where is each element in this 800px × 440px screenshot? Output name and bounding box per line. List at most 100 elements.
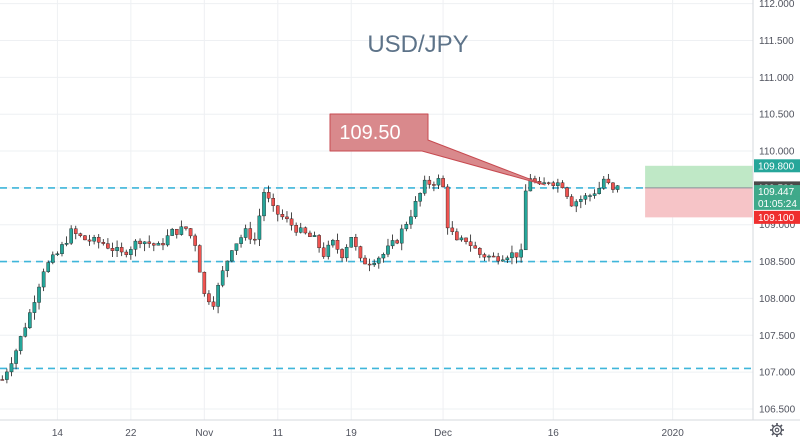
candle-body bbox=[404, 224, 409, 230]
candle-body bbox=[464, 237, 468, 242]
candle-body bbox=[220, 270, 225, 286]
candle-body bbox=[101, 242, 106, 244]
candle-body bbox=[124, 251, 129, 255]
candle-body bbox=[60, 244, 64, 254]
candle-body bbox=[138, 240, 142, 245]
candle-body bbox=[482, 254, 487, 258]
candle-body bbox=[354, 237, 358, 247]
time-axis[interactable]: 14 22 Nov 11 19 Dec 16 2020 bbox=[52, 428, 684, 439]
candle-body bbox=[96, 237, 101, 243]
candle-body bbox=[37, 286, 41, 303]
candle-body bbox=[147, 241, 152, 244]
candle-body bbox=[225, 260, 230, 271]
candle-body bbox=[184, 226, 188, 229]
candle-body bbox=[611, 182, 615, 190]
candle-body bbox=[556, 182, 560, 186]
candle-body bbox=[459, 237, 464, 241]
candle-body bbox=[574, 201, 579, 207]
candle-body bbox=[496, 256, 500, 262]
price-tick-label: 108.000 bbox=[759, 294, 796, 305]
candle-body bbox=[5, 371, 9, 380]
candle-body bbox=[505, 257, 510, 261]
candle-body bbox=[601, 178, 606, 189]
price-badge-label: 109.447 bbox=[758, 187, 795, 198]
candle-body bbox=[399, 228, 404, 244]
candle-body bbox=[280, 214, 285, 218]
price-badge-label: 109.800 bbox=[758, 161, 795, 172]
candle-body bbox=[468, 241, 473, 246]
settings-gear-icon[interactable] bbox=[770, 423, 784, 437]
candle-body bbox=[133, 240, 138, 250]
price-tick-label: 112.000 bbox=[759, 0, 795, 10]
candle-body bbox=[335, 240, 340, 250]
candle-body bbox=[165, 235, 170, 246]
candle-body bbox=[519, 249, 523, 258]
price-axis[interactable]: 112.000111.500111.000110.500110.000109.5… bbox=[759, 0, 796, 415]
candle-body bbox=[308, 232, 312, 237]
horizontal-levels bbox=[0, 187, 753, 370]
candle-body bbox=[207, 293, 211, 303]
candle-body bbox=[349, 237, 354, 248]
candle-body bbox=[230, 250, 234, 262]
candle-body bbox=[83, 235, 87, 241]
price-tick-label: 111.500 bbox=[759, 36, 794, 47]
candle-body bbox=[271, 198, 275, 206]
candle-body bbox=[46, 262, 51, 272]
price-tick-label: 110.000 bbox=[759, 147, 795, 158]
candle-body bbox=[390, 240, 395, 247]
candle-body bbox=[528, 178, 533, 192]
candle-body bbox=[546, 182, 551, 184]
candle-body bbox=[427, 179, 432, 185]
candle-body bbox=[179, 226, 184, 235]
candle-body bbox=[50, 254, 55, 263]
candle-body bbox=[560, 182, 565, 189]
candle-body bbox=[64, 242, 69, 245]
candle-body bbox=[188, 228, 193, 237]
candle-body bbox=[579, 199, 583, 202]
candle-body bbox=[413, 201, 418, 217]
price-tick-label: 110.500 bbox=[759, 110, 795, 121]
candle-body bbox=[106, 243, 110, 249]
candle-body bbox=[55, 253, 60, 256]
candle-body bbox=[156, 243, 161, 246]
candle-body bbox=[340, 249, 344, 259]
candle-body bbox=[211, 301, 216, 307]
candle-body bbox=[119, 247, 124, 253]
candle-body bbox=[317, 235, 321, 249]
candle-body bbox=[234, 243, 239, 251]
time-tick-label: Dec bbox=[434, 428, 452, 439]
candle-body bbox=[409, 216, 413, 225]
candle-body bbox=[32, 302, 37, 313]
time-tick-label: 22 bbox=[125, 428, 137, 439]
loss-zone[interactable] bbox=[645, 187, 753, 218]
candle-body bbox=[455, 231, 459, 241]
candle-body bbox=[326, 244, 331, 257]
candle-body bbox=[588, 195, 592, 197]
candle-body bbox=[450, 227, 455, 232]
price-badge-label: 01:05:24 bbox=[758, 199, 797, 210]
profit-zone[interactable] bbox=[645, 165, 753, 188]
candle-body bbox=[491, 255, 496, 258]
time-tick-label: 14 bbox=[52, 428, 64, 439]
candle-body bbox=[285, 216, 289, 220]
price-badge bbox=[754, 210, 800, 224]
candle-body bbox=[510, 252, 514, 259]
candle-body bbox=[583, 195, 588, 200]
time-tick-label: 2020 bbox=[662, 428, 685, 439]
candle-body bbox=[23, 327, 28, 337]
candle-body bbox=[69, 228, 73, 244]
position-tool[interactable] bbox=[645, 165, 753, 218]
candle-body bbox=[28, 312, 32, 328]
candle-body bbox=[289, 218, 294, 226]
candle-body bbox=[152, 243, 156, 246]
candle-body bbox=[294, 225, 298, 233]
chart-grid bbox=[0, 0, 753, 420]
candle-body bbox=[478, 248, 482, 255]
price-badge bbox=[754, 159, 800, 173]
candle-body bbox=[275, 205, 280, 215]
price-tick-label: 111.000 bbox=[759, 73, 794, 84]
candle-body bbox=[9, 363, 14, 373]
price-callout[interactable]: 109.50 bbox=[329, 113, 546, 186]
candle-body bbox=[592, 193, 597, 196]
